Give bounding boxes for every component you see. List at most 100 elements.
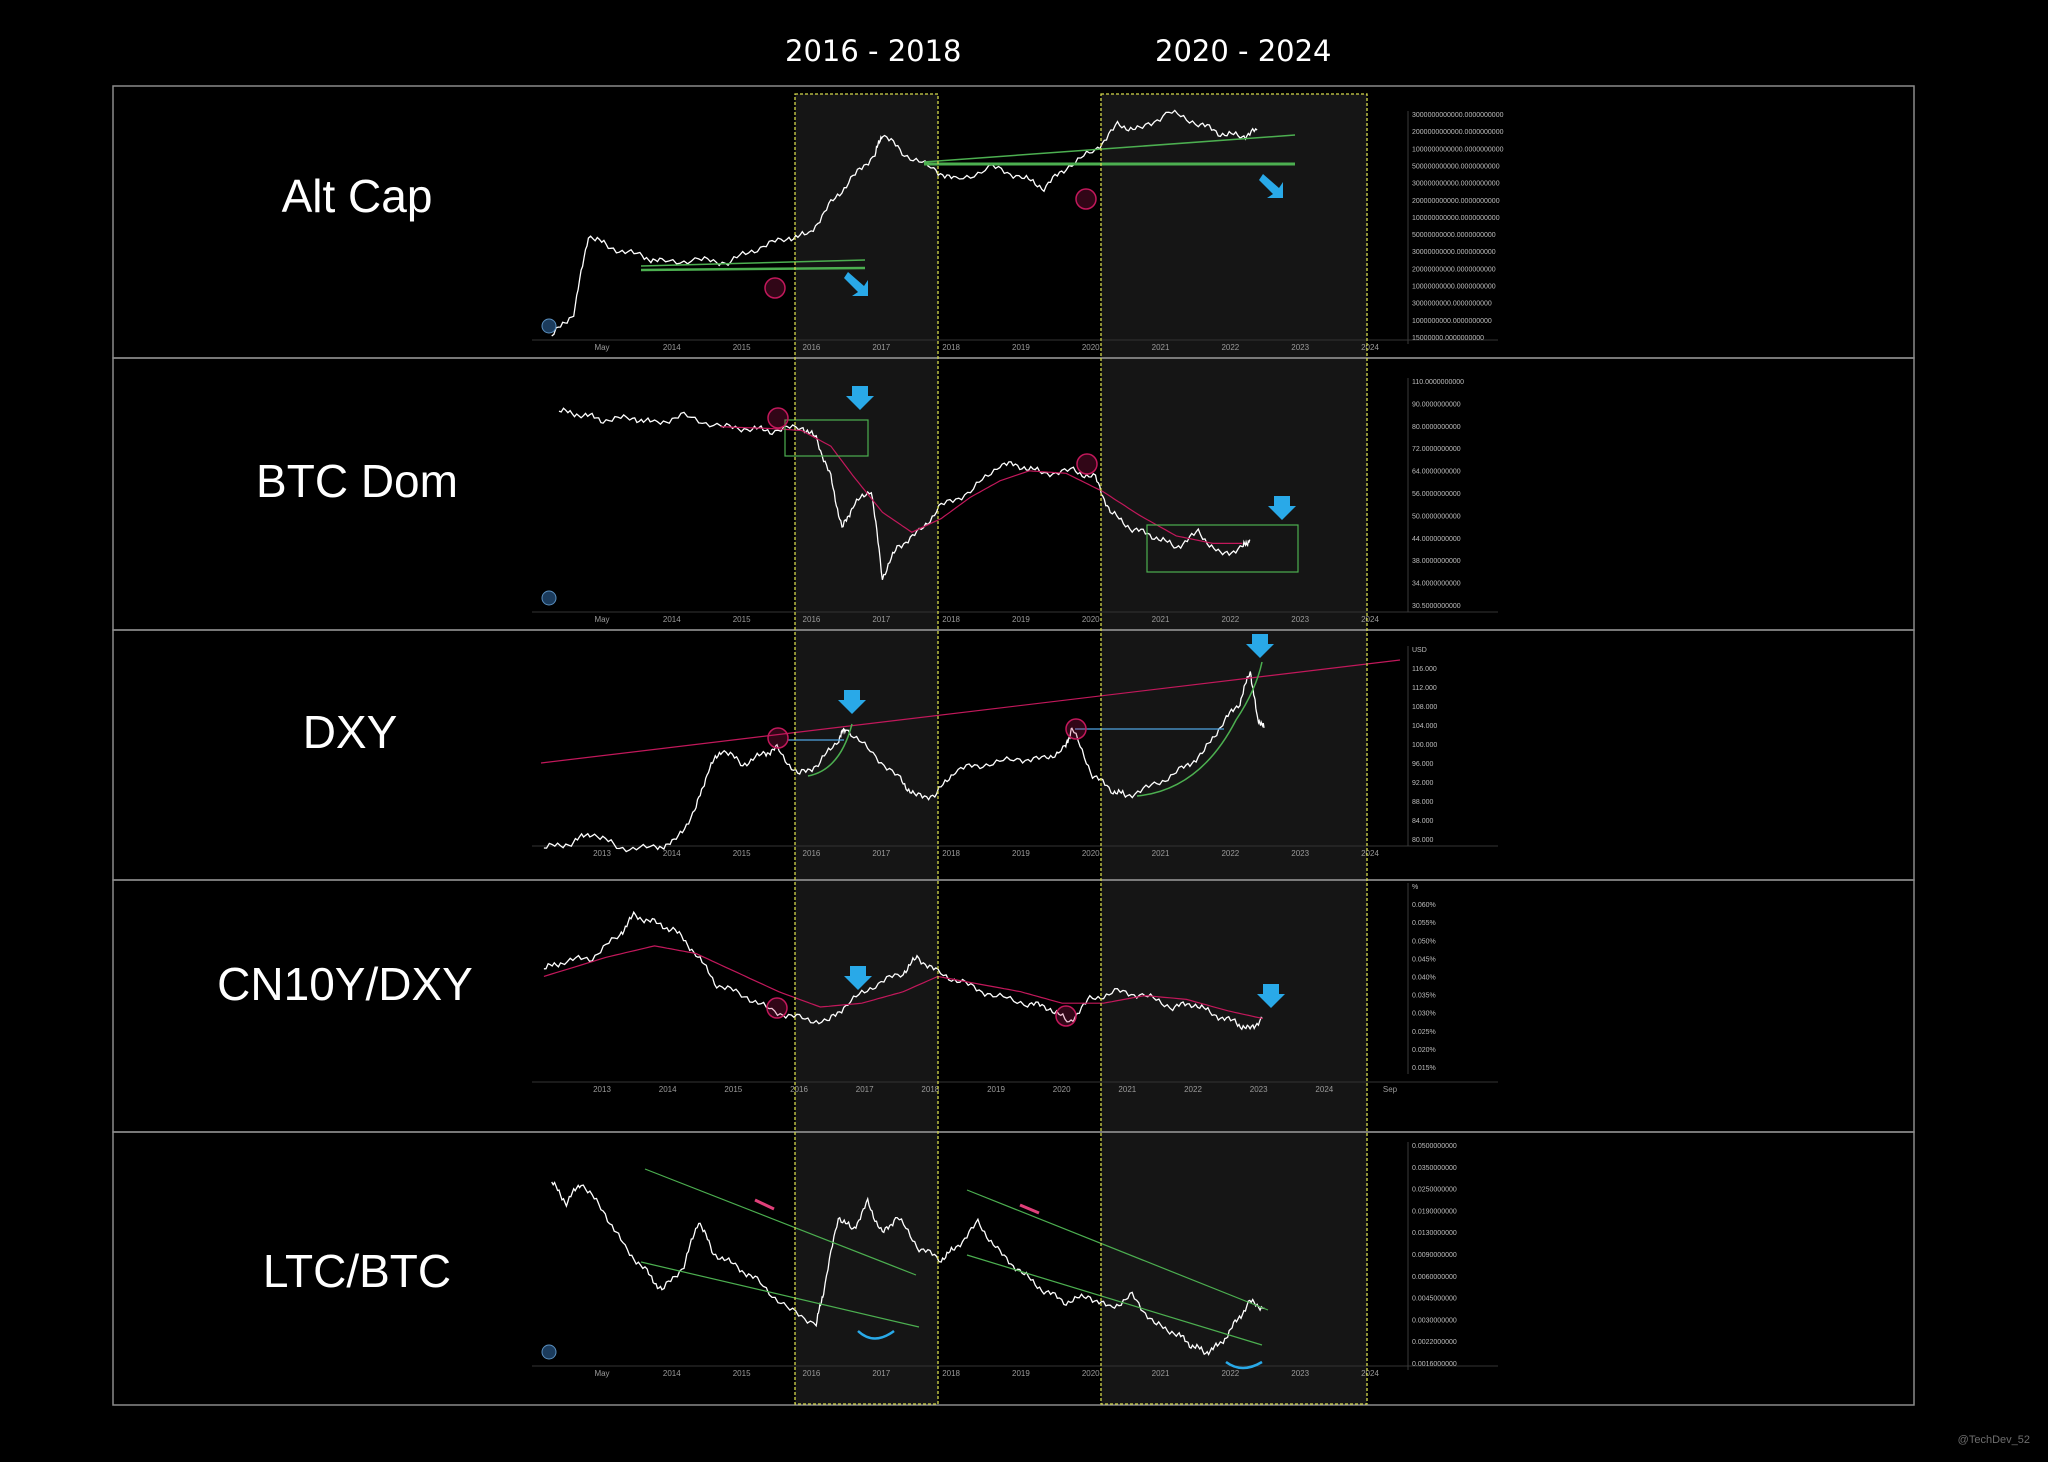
marker-circle [1075,188,1097,210]
y-tick-label: 84.000 [1412,818,1434,825]
blue-arrow-icon [1259,174,1283,198]
x-tick-label: 2019 [1012,849,1030,858]
channel-line [966,1254,1263,1346]
y-tick-label: 0.030% [1412,1011,1436,1018]
x-tick-label: 2017 [872,343,890,352]
marker-circle [764,277,786,299]
x-tick-label: 2014 [659,1085,677,1094]
marker-circle [767,407,789,429]
x-tick-label: 2016 [803,615,821,624]
box-outline [1146,524,1299,573]
x-tick-label: 2014 [663,1369,681,1378]
x-tick-label: 2018 [942,849,960,858]
channel-line [644,1168,917,1276]
x-tick-label: 2018 [942,343,960,352]
x-tick-label: 2016 [803,849,821,858]
panel-4: LTC/BTC May 2014 2015 2016 2017 2018 2019 2020 20… [112,1131,1915,1406]
y-tick-label: 50000000000.0000000000 [1412,232,1496,239]
blue-arrow-icon [844,966,872,990]
y-tick-label: 1000000000.0000000000 [1412,318,1492,325]
channel-line [640,1261,920,1328]
y-tick-label: 300000000000.0000000000 [1412,181,1500,188]
trendline [640,266,866,272]
panel-1: BTC Dom May 2014 2015 2016 2017 2018 2019 2020 20… [112,357,1915,631]
x-tick-label: 2017 [872,615,890,624]
y-tick-label: 116.000 [1412,666,1437,673]
y-tick-label: 80.0000000000 [1412,424,1461,431]
x-tick-label: May [594,343,609,352]
tv-logo-icon [541,318,557,334]
y-tick-label: 96.000 [1412,761,1434,768]
panel-border [112,85,1915,359]
y-tick-label: 500000000000.0000000000 [1412,163,1500,170]
trendline [923,134,1296,163]
x-tick-label: 2016 [790,1085,808,1094]
x-tick-label: 2015 [733,1369,751,1378]
panel-title: Alt Cap [282,170,433,222]
x-tick-label: 2018 [942,1369,960,1378]
y-tick-label: 2000000000000.0000000000 [1412,129,1504,136]
x-tick-label: 2014 [663,849,681,858]
y-tick-label: 0.0250000000 [1412,1187,1457,1194]
x-tick-label: 2019 [1012,1369,1030,1378]
x-tick-label: 2017 [872,1369,890,1378]
x-tick-label: 2015 [733,615,751,624]
series-line-1 [543,945,1263,1020]
x-tick-label: 2018 [921,1085,939,1094]
period-header-2: 2020 - 2024 [1155,34,1332,68]
y-tick-label: 0.060% [1412,902,1436,909]
y-tick-label: 10000000000.0000000000 [1412,284,1496,291]
y-tick-label: 3000000000.0000000000 [1412,301,1492,308]
y-tick-label: 56.0000000000 [1412,491,1461,498]
y-tick-label: USD [1412,647,1427,654]
y-tick-label: 3000000000000.0000000000 [1412,112,1504,119]
blue-arrow-icon [846,386,874,410]
x-tick-label: 2022 [1221,849,1239,858]
x-tick-label: 2021 [1152,849,1170,858]
highlight-column-2020-2024 [1101,94,1367,1404]
y-tick-label: 0.0045000000 [1412,1296,1457,1303]
x-tick-label: 2020 [1053,1085,1071,1094]
y-tick-label: 88.000 [1412,799,1434,806]
panel-title: DXY [303,706,398,758]
box-outline [784,419,869,457]
pink-dash [754,1198,775,1211]
y-tick-label: 110.0000000000 [1412,379,1464,386]
y-tick-label: 100.000 [1412,742,1437,749]
y-tick-label: 112.000 [1412,685,1437,692]
y-tick-label: 34.0000000000 [1412,581,1461,588]
highlight-border-2020-2024 [1100,93,1368,1405]
y-tick-label: 0.045% [1412,956,1436,963]
y-tick-label: % [1412,884,1418,891]
x-tick-label: 2017 [872,849,890,858]
x-tick-label: May [594,1369,609,1378]
y-tick-label: 72.0000000000 [1412,446,1461,453]
x-tick-label: 2019 [1012,343,1030,352]
y-tick-label: 0.0130000000 [1412,1230,1457,1237]
x-tick-label: 2021 [1118,1085,1136,1094]
x-tick-label: 2015 [733,849,751,858]
panel-2: DXY 2013 2014 2015 2016 2017 2018 2019 2020 2021 2… [112,629,1915,881]
panel-3: CN10Y/DXY 2013 2014 2015 2016 2017 2018 2019 202… [112,879,1915,1133]
y-tick-label: 80.000 [1412,837,1434,844]
panel-title: BTC Dom [256,455,458,507]
y-tick-label: 0.015% [1412,1065,1436,1072]
y-tick-label: 20000000000.0000000000 [1412,266,1496,273]
x-tick-label: 2022 [1184,1085,1202,1094]
y-tick-label: 38.0000000000 [1412,558,1461,565]
curve [1136,661,1263,797]
x-tick-label: 2021 [1152,1369,1170,1378]
x-tick-label: May [594,615,609,624]
y-tick-label: 0.055% [1412,920,1436,927]
pink-dash [1019,1203,1040,1215]
y-tick-label: 64.0000000000 [1412,469,1461,476]
curve [807,723,853,777]
series-line-0 [543,671,1265,853]
series-line-1 [720,426,1243,544]
y-tick-label: 30.5000000000 [1412,603,1461,610]
x-tick-label: 2023 [1291,849,1309,858]
x-tick-label: 2021 [1152,343,1170,352]
highlight-border-2016-2018 [794,93,939,1405]
series-line-0 [551,109,1258,337]
x-tick-label: 2015 [733,343,751,352]
